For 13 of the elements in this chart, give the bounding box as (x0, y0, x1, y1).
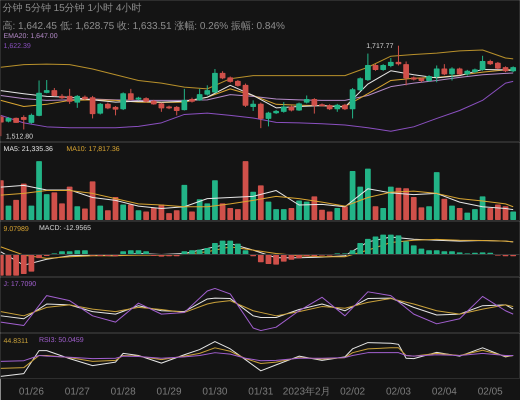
x-tick-label: 01/31 (248, 386, 274, 398)
x-tick-label: 01/29 (156, 386, 182, 398)
x-tick-label: 01/28 (110, 386, 136, 398)
x-tick-label: 01/30 (202, 386, 228, 398)
text: 分钟 5分钟 15分钟 1小时 4小时 (2, 2, 142, 14)
x-tick-label: 02/04 (432, 386, 458, 398)
x-tick-label: 01/27 (64, 386, 90, 398)
x-tick-label: 02/02 (340, 386, 366, 398)
x-tick-label: 02/03 (386, 386, 412, 398)
text: 高: 1,642.45 低: 1,628.75 收: 1,633.51 涨幅: 0.26% 振幅: 0.84% (2, 20, 285, 32)
x-tick-label: 02/05 (478, 386, 504, 398)
x-tick-label: 01/26 (18, 386, 44, 398)
x-tick-label: 2023年2月 (282, 386, 331, 398)
